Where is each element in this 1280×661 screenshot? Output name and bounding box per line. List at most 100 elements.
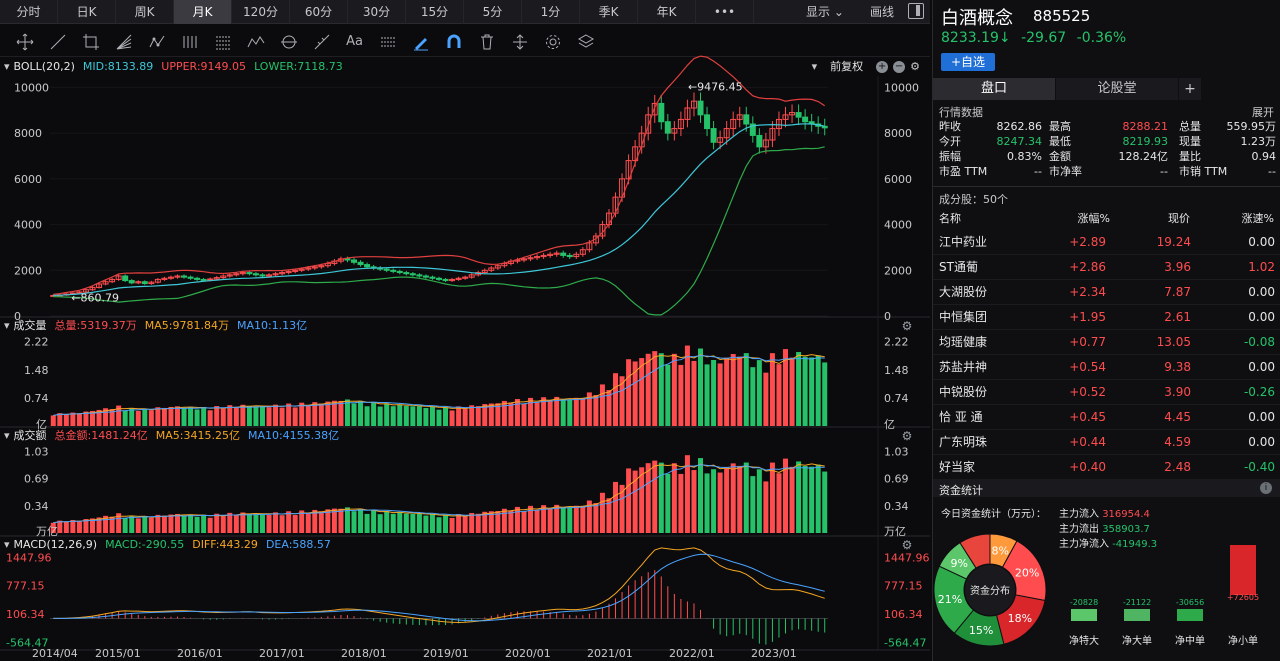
- vol-collapse-icon[interactable]: ▾: [4, 319, 10, 332]
- candle-body: [416, 274, 423, 277]
- volume-bar: [371, 402, 377, 426]
- period-tab[interactable]: 30分: [348, 0, 406, 24]
- adj-mode[interactable]: 前复权: [830, 60, 864, 73]
- component-row[interactable]: 好当家 +0.40 2.48 -0.40: [933, 455, 1280, 480]
- period-tab[interactable]: 5分: [464, 0, 522, 24]
- volume-bar: [632, 361, 638, 426]
- tab-forum[interactable]: 论股堂: [1056, 78, 1178, 100]
- component-row[interactable]: 江中药业 +2.89 19.24 0.00: [933, 230, 1280, 255]
- candle-body: [789, 112, 796, 116]
- volume-bar: [750, 367, 756, 426]
- period-tab[interactable]: 15分: [406, 0, 464, 24]
- stock-name: 白酒概念: [941, 8, 1013, 29]
- macd-diff: DIFF:443.29: [192, 538, 258, 551]
- x-tick-label: 2020/01: [505, 647, 551, 660]
- bars-tool-icon[interactable]: [173, 29, 206, 55]
- period-tab[interactable]: 120分: [232, 0, 290, 24]
- layers-icon[interactable]: [569, 29, 602, 55]
- column-header[interactable]: 涨幅%: [1077, 212, 1110, 225]
- volume-ma10-line: [53, 354, 825, 416]
- component-row[interactable]: 大湖股份 +2.34 7.87 0.00: [933, 280, 1280, 305]
- trash-icon[interactable]: [470, 29, 503, 55]
- line-tool-icon[interactable]: [41, 29, 74, 55]
- candle-body: [605, 212, 612, 226]
- volume-bar: [50, 415, 56, 426]
- boll-collapse-icon[interactable]: ▾: [4, 60, 10, 73]
- period-tab[interactable]: 分时: [0, 0, 58, 24]
- zigzag-tool-icon[interactable]: [239, 29, 272, 55]
- fan-tool-icon[interactable]: [107, 29, 140, 55]
- period-tab[interactable]: 日K: [58, 0, 116, 24]
- candle-body: [462, 276, 469, 279]
- component-row[interactable]: 苏盐井神 +0.54 9.38 0.00: [933, 355, 1280, 380]
- period-tab[interactable]: 季K: [580, 0, 638, 24]
- fib-tool-icon[interactable]: [206, 29, 239, 55]
- donut-slice: [959, 533, 991, 569]
- macd-collapse-icon[interactable]: ▾: [4, 538, 10, 551]
- amount-bar: [89, 518, 95, 533]
- component-row[interactable]: 中恒集团 +1.95 2.61 0.00: [933, 305, 1280, 330]
- column-header[interactable]: 现价: [1168, 212, 1190, 225]
- add-tab-button[interactable]: +: [1179, 78, 1201, 100]
- fund-today: 今日资金统计（万元）：: [941, 509, 1046, 520]
- draw-lines-button[interactable]: 画线: [870, 5, 895, 19]
- tab-pankou[interactable]: 盘口: [933, 78, 1055, 100]
- candle-body: [331, 260, 338, 264]
- macd-settings-icon[interactable]: ⚙: [901, 538, 913, 552]
- candle-body: [632, 146, 639, 162]
- quote-label: 总量: [1179, 120, 1201, 133]
- move-tool-icon[interactable]: [503, 29, 536, 55]
- period-tab[interactable]: 月K: [174, 0, 232, 24]
- period-tab[interactable]: 年K: [638, 0, 696, 24]
- add-watchlist-button[interactable]: +自选: [941, 53, 995, 71]
- magnet-icon[interactable]: [437, 29, 470, 55]
- component-row[interactable]: ST通葡 +2.86 3.96 1.02: [933, 255, 1280, 280]
- x-tick-label: 2015/01: [95, 647, 141, 660]
- boll-upper-line: [53, 55, 826, 295]
- amt-collapse-icon[interactable]: ▾: [4, 429, 10, 442]
- volume-bar: [580, 397, 586, 426]
- cycle-tool-icon[interactable]: [272, 29, 305, 55]
- volume-bar: [96, 409, 102, 426]
- quote-expand[interactable]: 展开: [1252, 106, 1274, 119]
- wave-tool-icon[interactable]: [140, 29, 173, 55]
- amount-settings-icon[interactable]: ⚙: [901, 429, 913, 443]
- volume-bar: [181, 407, 187, 426]
- text-tool-icon[interactable]: Aa: [346, 34, 363, 49]
- component-row[interactable]: 均瑶健康 +0.77 13.05 -0.08: [933, 330, 1280, 355]
- volume-bar: [743, 353, 749, 426]
- amount-bar: [711, 469, 717, 533]
- period-tab[interactable]: 60分: [290, 0, 348, 24]
- candle-body: [154, 278, 161, 283]
- info-icon[interactable]: i: [1260, 482, 1272, 494]
- amount-bar: [312, 509, 318, 533]
- volume-bar: [462, 408, 468, 426]
- crop-tool-icon[interactable]: [74, 29, 107, 55]
- adj-chevron-icon[interactable]: ▾: [811, 60, 818, 73]
- display-dropdown[interactable]: 显示 ⌄: [806, 3, 844, 20]
- fund-title: 资金统计: [939, 484, 983, 497]
- period-tab[interactable]: 1分: [522, 0, 580, 24]
- column-header[interactable]: 名称: [939, 212, 961, 225]
- pen-icon[interactable]: [404, 29, 437, 55]
- crosshair-icon[interactable]: [8, 29, 41, 55]
- component-row[interactable]: 恰 亚 通 +0.45 4.45 0.00: [933, 405, 1280, 430]
- zoom-in-icon[interactable]: +: [876, 61, 889, 73]
- fib-extension-icon[interactable]: [371, 29, 404, 55]
- volume-settings-icon[interactable]: ⚙: [901, 319, 913, 333]
- ruler-tool-icon[interactable]: [305, 29, 338, 55]
- price-cell: 2.48: [1164, 460, 1191, 474]
- candle-body: [638, 132, 645, 148]
- pane-settings-icon[interactable]: ⚙: [910, 60, 920, 73]
- collapse-panel-icon[interactable]: [908, 3, 924, 19]
- settings-icon[interactable]: [536, 29, 569, 55]
- amount-bar: [240, 512, 246, 533]
- y-tick-label-right: 4000: [884, 219, 912, 232]
- amount-bar: [403, 513, 409, 533]
- period-tab[interactable]: •••: [696, 0, 754, 24]
- period-tab[interactable]: 周K: [116, 0, 174, 24]
- component-row[interactable]: 广东明珠 +0.44 4.59 0.00: [933, 430, 1280, 455]
- zoom-out-icon[interactable]: −: [893, 61, 906, 73]
- component-row[interactable]: 中锐股份 +0.52 3.90 -0.26: [933, 380, 1280, 405]
- column-header[interactable]: 涨速%: [1241, 212, 1274, 225]
